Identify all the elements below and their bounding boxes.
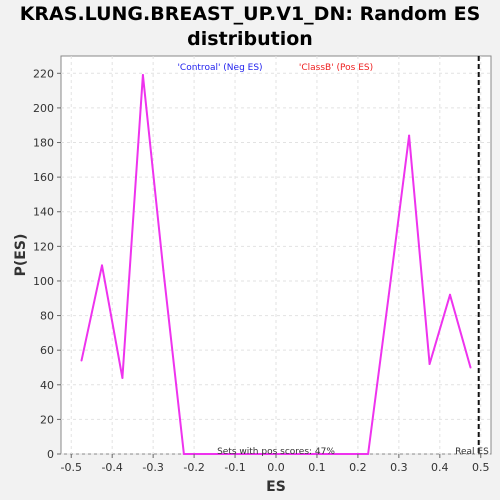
y-axis-title: P(ES) (13, 234, 29, 277)
es-data-point (244, 453, 247, 455)
x-tick-label: -0.2 (183, 461, 204, 474)
y-tick-label: 0 (47, 448, 54, 461)
es-data-point (223, 453, 226, 455)
es-data-point (449, 293, 452, 296)
x-tick-label: 0.3 (390, 461, 408, 474)
es-data-point (326, 453, 329, 455)
x-tick-label: -0.3 (142, 461, 163, 474)
chart-title-line-2: distribution (187, 28, 313, 50)
x-tick-label: -0.5 (61, 461, 82, 474)
x-axis-title: ES (266, 479, 286, 495)
es-data-point (182, 453, 185, 455)
x-tick-label: -0.4 (101, 461, 122, 474)
es-data-point (141, 74, 144, 77)
es-data-point (264, 453, 267, 455)
grid-lines (61, 56, 491, 455)
x-tick-label: 0.2 (349, 461, 367, 474)
es-data-point (80, 359, 83, 362)
es-data-point (100, 264, 103, 267)
y-tick-label: 120 (33, 240, 54, 253)
y-tick-label: 200 (33, 102, 54, 115)
x-tick-label: 0.1 (308, 461, 326, 474)
y-tick-label: 100 (33, 275, 54, 288)
es-data-point (121, 376, 124, 379)
y-tick-label: 220 (33, 67, 54, 80)
axes: -0.5 -0.4 -0.3 -0.2 -0.1 0.0 0.1 0.2 0.3 0.4 0.5 0 2… (33, 67, 490, 474)
legend-neg-es: 'Controal' (Neg ES) (177, 63, 262, 73)
es-data-point (346, 453, 349, 455)
legend-pos-es: 'ClassB' (Pos ES) (299, 63, 373, 73)
y-tick-label: 140 (33, 206, 54, 219)
y-tick-label: 180 (33, 137, 54, 150)
x-tick-label: 0.4 (431, 461, 449, 474)
chart-title-line-1: KRAS.LUNG.BREAST_UP.V1_DN: Random ES (19, 3, 481, 25)
y-tick-label: 60 (40, 344, 54, 357)
y-tick-label: 20 (40, 413, 54, 426)
es-data-point (203, 453, 206, 455)
es-data-point (367, 453, 370, 455)
es-data-point (387, 295, 390, 298)
real-es-label: Real ES (455, 447, 489, 457)
es-data-point (469, 366, 472, 369)
es-data-point (162, 269, 165, 272)
pos-scores-annotation: Sets with pos scores: 47% (217, 447, 335, 457)
x-tick-label: 0.0 (267, 461, 285, 474)
x-tick-label: 0.5 (472, 461, 490, 474)
y-tick-label: 80 (40, 310, 54, 323)
x-tick-label: -0.1 (224, 461, 245, 474)
es-data-point (408, 134, 411, 137)
es-data-point (285, 453, 288, 455)
es-data-point (428, 363, 431, 366)
y-tick-label: 160 (33, 171, 54, 184)
es-data-point (305, 453, 308, 455)
chart-title: KRAS.LUNG.BREAST_UP.V1_DN: Random ES dis… (0, 2, 500, 52)
y-tick-label: 40 (40, 379, 54, 392)
